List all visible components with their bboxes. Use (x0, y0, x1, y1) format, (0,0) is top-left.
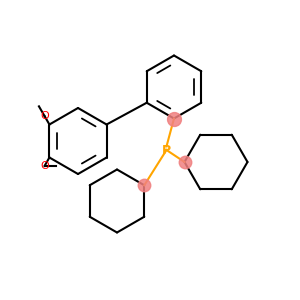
Text: O: O (40, 111, 49, 121)
Text: P: P (162, 143, 171, 157)
Text: O: O (40, 161, 49, 171)
